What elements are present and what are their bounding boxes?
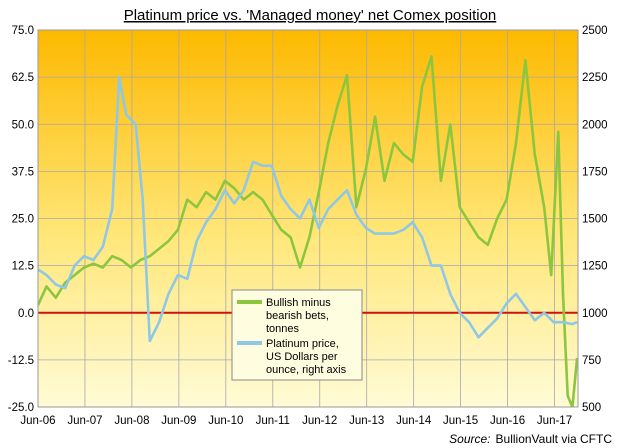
left-tick-label: 25.0: [12, 214, 34, 226]
legend-box: [231, 289, 363, 381]
x-tick-label: Jun-16: [490, 415, 525, 427]
right-tick-label: 750: [582, 355, 601, 367]
left-tick-label: 50.0: [12, 119, 34, 131]
x-tick-label: Jun-09: [161, 415, 196, 427]
series-layer: [38, 55, 578, 407]
left-tick-label: -25.0: [8, 402, 34, 414]
x-tick-label: Jun-07: [67, 415, 102, 427]
right-tick-label: 2250: [582, 72, 608, 84]
x-tick-label: Jun-12: [302, 415, 337, 427]
right-tick-label: 1250: [582, 261, 608, 273]
right-tick-label: 2500: [582, 25, 608, 37]
right-tick-label: 1750: [582, 166, 608, 178]
x-tick-label: Jun-11: [256, 415, 290, 427]
left-axis-ticks: -25.0 -12.5 0.0 12.5 25.0 37.5 50.0 62.5 75.0: [8, 25, 34, 414]
x-tick-label: Jun-13: [349, 415, 384, 427]
legend-text-bullish-2: bearish bets,: [266, 310, 329, 322]
x-tick-label: Jun-10: [208, 415, 243, 427]
left-tick-label: 37.5: [12, 166, 34, 178]
left-tick-label: 12.5: [12, 261, 34, 273]
series-bullish-line: [38, 55, 578, 407]
source-label: Source:: [449, 432, 490, 446]
source-text: BullionVault via CFTC: [496, 432, 613, 446]
x-tick-label: Jun-08: [114, 415, 149, 427]
legend-text-bullish-3: tonnes: [266, 323, 300, 335]
left-tick-label: 75.0: [12, 25, 34, 37]
chart-title: Platinum price vs. 'Managed money' net C…: [124, 7, 497, 24]
legend-text-bullish-1: Bullish minus: [266, 297, 331, 309]
x-tick-label: Jun-17: [537, 415, 572, 427]
right-axis-ticks: 500 750 1000 1250 1500 1750 2000 2250 2500: [582, 25, 608, 414]
left-tick-label: 62.5: [12, 72, 34, 84]
legend-text-price-1: Platinum price,: [266, 338, 339, 350]
right-tick-label: 500: [582, 402, 601, 414]
legend-text-price-2: US Dollars per: [266, 351, 338, 363]
right-tick-label: 1000: [582, 308, 608, 320]
left-tick-label: -12.5: [8, 355, 34, 367]
plot-border: [37, 29, 579, 408]
series-platinum-price-line: [38, 75, 578, 343]
x-tick-label: Jun-15: [443, 415, 478, 427]
source-note: Source: BullionVault via CFTC: [449, 432, 612, 446]
legend: Bullish minus bearish bets, tonnes Plati…: [231, 289, 363, 381]
right-tick-label: 2000: [582, 119, 608, 131]
left-tick-label: 0.0: [18, 308, 34, 320]
right-tick-label: 1500: [582, 214, 608, 226]
legend-text-price-3: ounce, right axis: [266, 364, 347, 376]
x-tick-label: Jun-06: [20, 415, 55, 427]
x-axis-ticks: Jun-06 Jun-07 Jun-08 Jun-09 Jun-10 Jun-11 Jun-…: [20, 415, 572, 427]
x-tick-label: Jun-14: [396, 415, 432, 427]
